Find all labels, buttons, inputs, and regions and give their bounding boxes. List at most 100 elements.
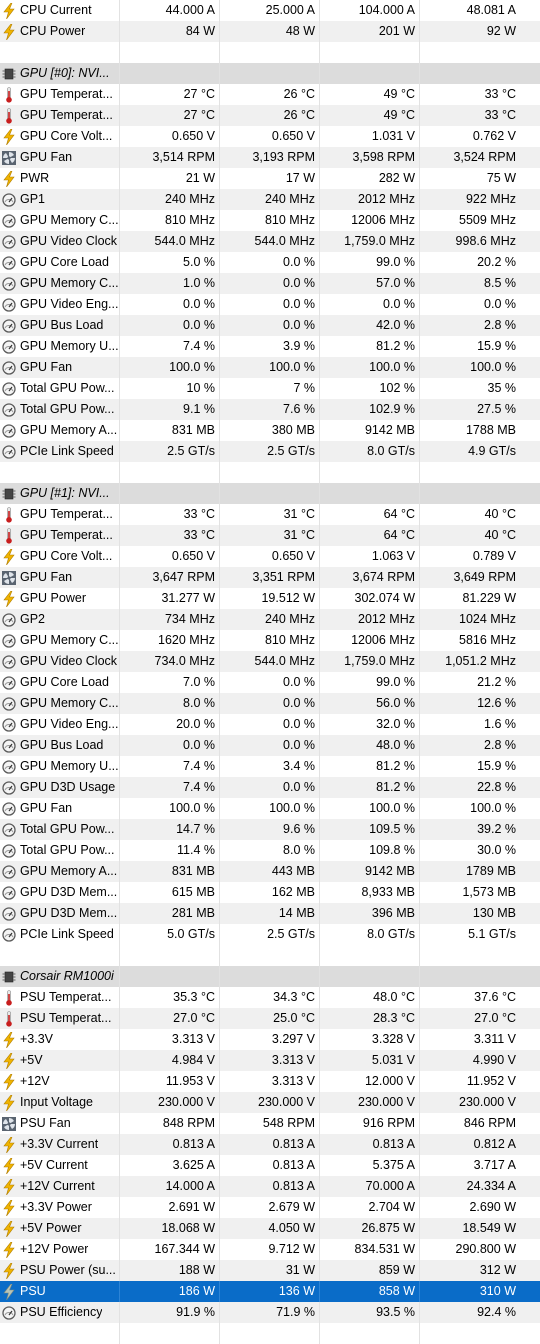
sensor-row[interactable]: +12V 11.953 V 3.313 V 12.000 V 11.952 V bbox=[0, 1071, 540, 1092]
sensor-row[interactable]: GPU Memory C... 8.0 % 0.0 % 56.0 % 12.6 % bbox=[0, 693, 540, 714]
current-value: 0.650 V bbox=[120, 546, 220, 567]
sensor-row[interactable]: +3.3V Current 0.813 A 0.813 A 0.813 A 0.812 … bbox=[0, 1134, 540, 1155]
avg-value: 27.5 % bbox=[477, 402, 516, 416]
thermometer-icon bbox=[2, 86, 16, 103]
gauge-icon bbox=[2, 843, 16, 859]
sensor-row[interactable]: Input Voltage 230.000 V 230.000 V 230.000 V… bbox=[0, 1092, 540, 1113]
avg-value: 5.1 GT/s bbox=[468, 927, 516, 941]
sensor-name-cell: GPU Bus Load bbox=[0, 735, 120, 756]
min-value: 2.5 GT/s bbox=[220, 441, 320, 462]
sensor-row[interactable]: +3.3V 3.313 V 3.297 V 3.328 V 3.311 V bbox=[0, 1029, 540, 1050]
sensor-row[interactable]: GPU Video Clock 544.0 MHz 544.0 MHz 1,759.0… bbox=[0, 231, 540, 252]
sensor-row[interactable]: GPU Fan 3,647 RPM 3,351 RPM 3,674 RPM 3,649 … bbox=[0, 567, 540, 588]
sensor-row[interactable]: GPU Memory A... 831 MB 380 MB 9142 MB 1788 M… bbox=[0, 420, 540, 441]
avg-value: 8.5 % bbox=[484, 276, 516, 290]
sensor-label: GPU Memory A... bbox=[20, 864, 118, 878]
sensor-row[interactable]: Total GPU Pow... 10 % 7 % 102 % 35 % bbox=[0, 378, 540, 399]
sensor-label: GP2 bbox=[20, 612, 46, 626]
max-value: 859 W bbox=[320, 1260, 420, 1281]
sensor-row[interactable]: PSU 186 W 136 W 858 W 310 W bbox=[0, 1281, 540, 1302]
bolt-icon bbox=[2, 1241, 16, 1258]
sensor-label: Total GPU Pow... bbox=[20, 381, 115, 395]
sensor-row[interactable]: GPU Core Load 5.0 % 0.0 % 99.0 % 20.2 % bbox=[0, 252, 540, 273]
sensor-row[interactable]: GPU Temperat... 33 °C 31 °C 64 °C 40 °C bbox=[0, 525, 540, 546]
current-value: 848 RPM bbox=[120, 1113, 220, 1134]
sensor-row[interactable]: GP1 240 MHz 240 MHz 2012 MHz 922 MHz bbox=[0, 189, 540, 210]
sensor-row[interactable]: GPU D3D Mem... 281 MB 14 MB 396 MB 130 MB bbox=[0, 903, 540, 924]
sensor-row[interactable]: GPU Memory U... 7.4 % 3.9 % 81.2 % 15.9 % bbox=[0, 336, 540, 357]
sensor-row[interactable]: GPU Video Clock 734.0 MHz 544.0 MHz 1,759.0… bbox=[0, 651, 540, 672]
sensor-row[interactable]: GP2 734 MHz 240 MHz 2012 MHz 1024 MHz bbox=[0, 609, 540, 630]
spacer-row bbox=[0, 42, 540, 63]
sensor-row[interactable]: +5V Current 3.625 A 0.813 A 5.375 A 3.717 A bbox=[0, 1155, 540, 1176]
min-value: 0.0 % bbox=[220, 294, 320, 315]
sensor-row[interactable]: GPU Bus Load 0.0 % 0.0 % 42.0 % 2.8 % bbox=[0, 315, 540, 336]
min-value: 0.650 V bbox=[220, 546, 320, 567]
sensor-row[interactable]: GPU Fan 100.0 % 100.0 % 100.0 % 100.0 % bbox=[0, 798, 540, 819]
sensor-row[interactable]: GPU Temperat... 27 °C 26 °C 49 °C 33 °C bbox=[0, 105, 540, 126]
sensor-row[interactable]: +3.3V Power 2.691 W 2.679 W 2.704 W 2.690 W bbox=[0, 1197, 540, 1218]
sensor-row[interactable]: PCIe Link Speed 5.0 GT/s 2.5 GT/s 8.0 GT/s 5… bbox=[0, 924, 540, 945]
sensor-row[interactable]: GPU Memory C... 1620 MHz 810 MHz 12006 MHz 5… bbox=[0, 630, 540, 651]
max-value: 5.375 A bbox=[320, 1155, 420, 1176]
sensor-name-cell: GPU Video Clock bbox=[0, 651, 120, 672]
sensor-row[interactable]: GPU Video Eng... 20.0 % 0.0 % 32.0 % 1.6 % bbox=[0, 714, 540, 735]
sensor-row[interactable]: +5V Power 18.068 W 4.050 W 26.875 W 18.549 W bbox=[0, 1218, 540, 1239]
sensor-row[interactable]: GPU Fan 3,514 RPM 3,193 RPM 3,598 RPM 3,524 … bbox=[0, 147, 540, 168]
spacer-row bbox=[0, 462, 540, 483]
sensor-row[interactable]: CPU Current 44.000 A 25.000 A 104.000 A 48.0… bbox=[0, 0, 540, 21]
sensor-row[interactable]: GPU Core Volt... 0.650 V 0.650 V 1.031 V 0.7… bbox=[0, 126, 540, 147]
sensor-row[interactable]: GPU Core Load 7.0 % 0.0 % 99.0 % 21.2 % bbox=[0, 672, 540, 693]
sensor-row[interactable]: PSU Power (su... 188 W 31 W 859 W 312 W bbox=[0, 1260, 540, 1281]
avg-value: 998.6 MHz bbox=[455, 234, 516, 248]
group-header-row[interactable]: GPU [#0]: NVI... bbox=[0, 63, 540, 84]
current-value: 230.000 V bbox=[120, 1092, 220, 1113]
min-value: 380 MB bbox=[220, 420, 320, 441]
sensor-name-cell: GPU D3D Mem... bbox=[0, 903, 120, 924]
sensor-row[interactable]: CPU Power 84 W 48 W 201 W 92 W bbox=[0, 21, 540, 42]
sensor-row[interactable]: GPU Memory C... 810 MHz 810 MHz 12006 MHz 55… bbox=[0, 210, 540, 231]
sensor-name-cell: PSU Power (su... bbox=[0, 1260, 120, 1281]
sensor-row[interactable]: PWR 21 W 17 W 282 W 75 W bbox=[0, 168, 540, 189]
sensor-row[interactable]: GPU D3D Mem... 615 MB 162 MB 8,933 MB 1,573 … bbox=[0, 882, 540, 903]
avg-value: 1024 MHz bbox=[459, 612, 516, 626]
gauge-icon bbox=[2, 906, 16, 922]
sensor-row[interactable]: GPU D3D Usage 7.4 % 0.0 % 81.2 % 22.8 % bbox=[0, 777, 540, 798]
current-value: 35.3 °C bbox=[120, 987, 220, 1008]
sensor-row[interactable]: Total GPU Pow... 11.4 % 8.0 % 109.8 % 30.0 % bbox=[0, 840, 540, 861]
min-value: 0.813 A bbox=[220, 1134, 320, 1155]
sensor-row[interactable]: GPU Power 31.277 W 19.512 W 302.074 W 81.229… bbox=[0, 588, 540, 609]
sensor-row[interactable]: GPU Bus Load 0.0 % 0.0 % 48.0 % 2.8 % bbox=[0, 735, 540, 756]
sensor-row[interactable]: GPU Memory C... 1.0 % 0.0 % 57.0 % 8.5 % bbox=[0, 273, 540, 294]
sensor-row[interactable]: GPU Temperat... 33 °C 31 °C 64 °C 40 °C bbox=[0, 504, 540, 525]
sensor-row[interactable]: +5V 4.984 V 3.313 V 5.031 V 4.990 V bbox=[0, 1050, 540, 1071]
sensor-row[interactable]: GPU Video Eng... 0.0 % 0.0 % 0.0 % 0.0 % bbox=[0, 294, 540, 315]
sensor-row[interactable]: Total GPU Pow... 9.1 % 7.6 % 102.9 % 27.5 % bbox=[0, 399, 540, 420]
sensor-row[interactable]: PCIe Link Speed 2.5 GT/s 2.5 GT/s 8.0 GT/s 4… bbox=[0, 441, 540, 462]
sensor-row[interactable]: GPU Memory A... 831 MB 443 MB 9142 MB 1789 M… bbox=[0, 861, 540, 882]
sensor-row[interactable]: PSU Fan 848 RPM 548 RPM 916 RPM 846 RPM bbox=[0, 1113, 540, 1134]
avg-value: 81.229 W bbox=[462, 591, 516, 605]
sensor-row[interactable]: Total GPU Pow... 14.7 % 9.6 % 109.5 % 39.2 % bbox=[0, 819, 540, 840]
sensor-row[interactable]: GPU Temperat... 27 °C 26 °C 49 °C 33 °C bbox=[0, 84, 540, 105]
sensor-label: +12V bbox=[20, 1074, 50, 1088]
sensor-row[interactable]: +12V Current 14.000 A 0.813 A 70.000 A 24.33… bbox=[0, 1176, 540, 1197]
avg-value: 12.6 % bbox=[477, 696, 516, 710]
sensor-row[interactable]: PSU Temperat... 27.0 °C 25.0 °C 28.3 °C 27.0… bbox=[0, 1008, 540, 1029]
current-value: 10 % bbox=[120, 378, 220, 399]
sensor-row[interactable]: GPU Fan 100.0 % 100.0 % 100.0 % 100.0 % bbox=[0, 357, 540, 378]
sensor-label: GPU Memory A... bbox=[20, 423, 118, 437]
sensor-row[interactable]: GPU Core Volt... 0.650 V 0.650 V 1.063 V 0.7… bbox=[0, 546, 540, 567]
group-header-row[interactable]: GPU [#1]: NVI... bbox=[0, 483, 540, 504]
sensor-row[interactable]: PSU Efficiency 91.9 % 71.9 % 93.5 % 92.4 % bbox=[0, 1302, 540, 1323]
sensor-label: GP1 bbox=[20, 192, 46, 206]
sensor-row[interactable]: PSU Temperat... 35.3 °C 34.3 °C 48.0 °C 37.6… bbox=[0, 987, 540, 1008]
sensor-row[interactable]: +12V Power 167.344 W 9.712 W 834.531 W 290.8… bbox=[0, 1239, 540, 1260]
fan-icon bbox=[2, 570, 16, 586]
sensor-row[interactable]: GPU Memory U... 7.4 % 3.4 % 81.2 % 15.9 % bbox=[0, 756, 540, 777]
min-value: 0.0 % bbox=[220, 777, 320, 798]
group-header-row[interactable]: Corsair RM1000i bbox=[0, 966, 540, 987]
sensor-name-cell: GPU Core Volt... bbox=[0, 126, 120, 147]
max-value: 100.0 % bbox=[320, 357, 420, 378]
min-value: 0.650 V bbox=[220, 126, 320, 147]
